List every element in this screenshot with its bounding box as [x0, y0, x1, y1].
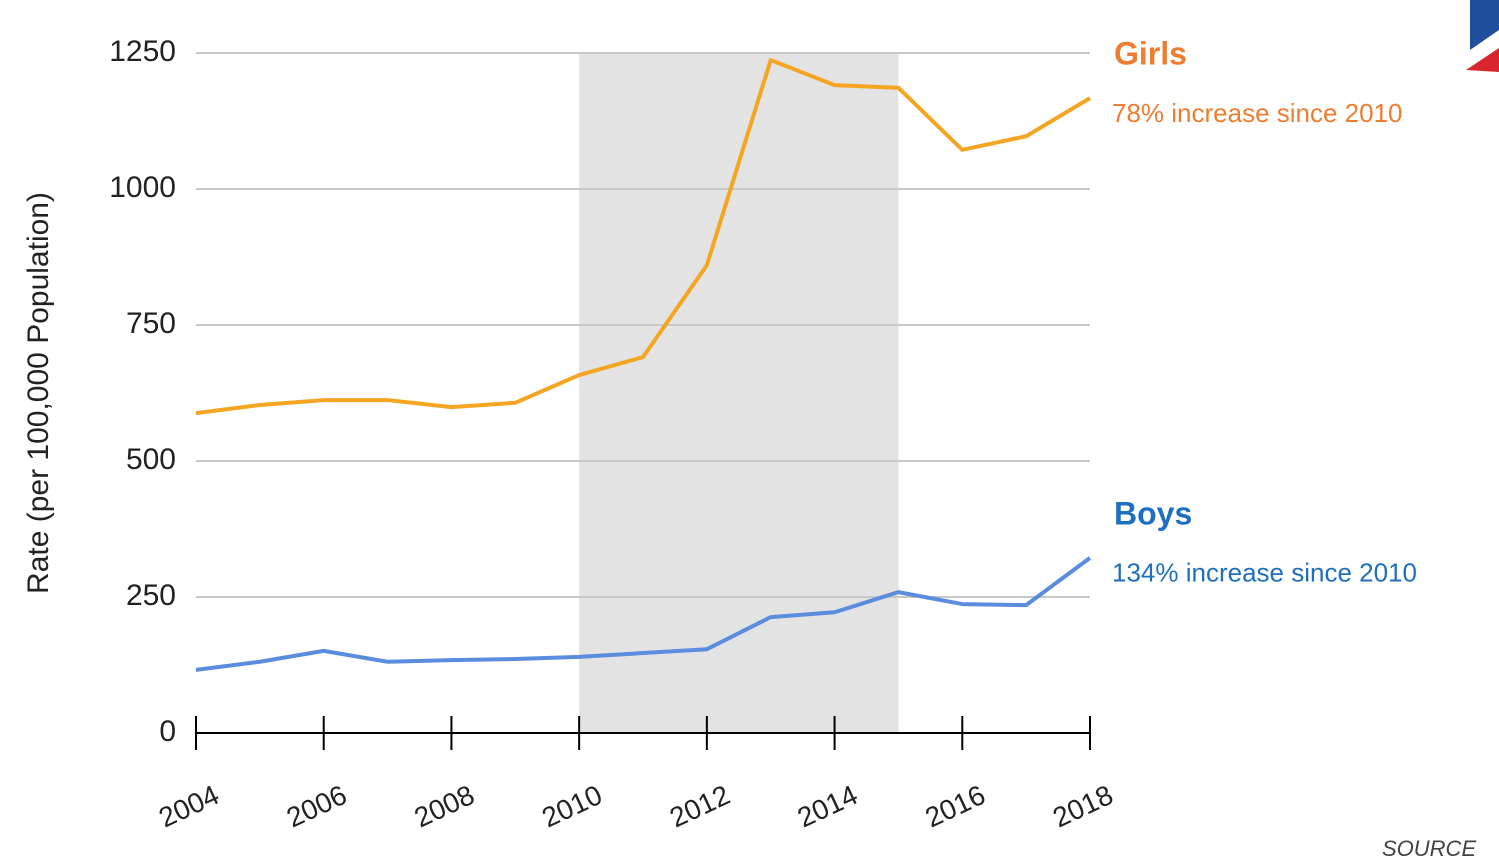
- x-tick-label: 2004: [154, 779, 224, 833]
- x-tick-label: 2016: [920, 779, 990, 833]
- x-tick-label: 2008: [410, 779, 480, 833]
- y-tick-label: 250: [126, 579, 176, 612]
- x-tick-label: 2010: [537, 779, 607, 833]
- x-tick-label: 2012: [665, 779, 735, 833]
- x-tick-label: 2006: [282, 779, 352, 833]
- annotation-title: Boys: [1114, 495, 1192, 531]
- x-tick-label: 2014: [793, 779, 863, 833]
- series-line: [195, 556, 1092, 672]
- logo: [1466, 0, 1499, 72]
- y-tick-label: 500: [126, 443, 176, 476]
- y-tick-label: 1000: [109, 171, 176, 204]
- y-tick-label: 1250: [109, 35, 176, 68]
- source: SOURCE: [1382, 836, 1476, 860]
- annotation-text: 134% increase since 2010: [1112, 558, 1417, 588]
- y-axis-label: Rate (per 100,000 Population): [22, 192, 55, 594]
- annotation-text: 78% increase since 2010: [1112, 98, 1403, 128]
- series-line: [195, 58, 1092, 416]
- x-tick-label: 2018: [1048, 779, 1118, 833]
- y-tick-label: 750: [126, 307, 176, 340]
- y-tick-label: 0: [159, 715, 176, 748]
- annotation-title: Girls: [1114, 36, 1187, 72]
